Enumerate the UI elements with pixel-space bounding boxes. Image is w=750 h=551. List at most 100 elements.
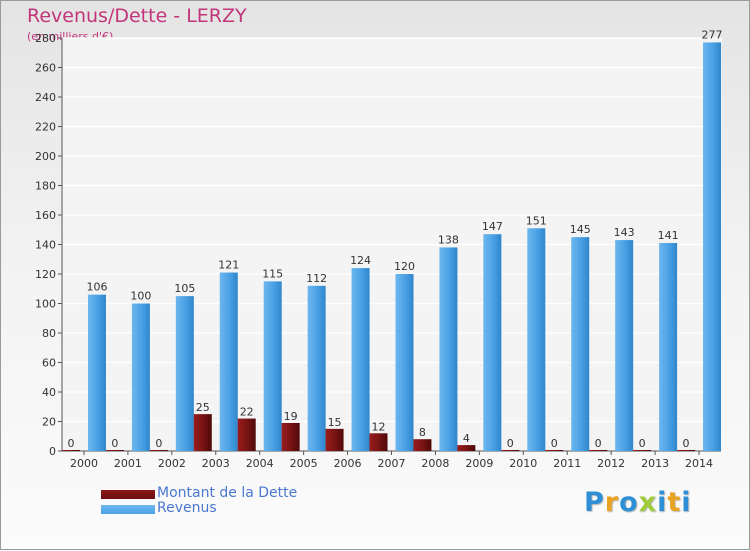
x-tick-label: 2009 [465,457,493,470]
x-tick-label: 2001 [114,457,142,470]
bar-revenus [351,268,370,451]
y-tick-label: 80 [42,327,56,340]
legend-label-revenus: Revenus [157,500,217,516]
data-label-revenus: 120 [394,260,415,273]
x-tick-label: 2012 [597,457,625,470]
bar-revenus [395,274,414,451]
y-tick-label: 100 [35,298,56,311]
bar-dette [369,433,388,451]
data-label-revenus: 141 [658,229,679,242]
bar-dette [281,422,300,451]
data-label-revenus: 100 [130,290,151,303]
bar-dette [413,439,432,451]
data-label-dette: 22 [240,406,254,419]
x-tick-label: 2005 [290,457,318,470]
data-label-revenus: 145 [570,223,591,236]
bar-dette [105,450,124,451]
bar-revenus [219,272,238,451]
bar-revenus [307,285,326,451]
logo-letter: i [657,487,668,518]
data-label-dette: 19 [284,410,298,423]
x-tick-label: 2004 [246,457,274,470]
bar-dette [193,414,212,451]
data-label-revenus: 112 [306,272,327,285]
data-label-dette: 0 [683,437,690,450]
bar-dette [545,450,564,451]
logo-letter: i [681,487,692,518]
y-tick-label: 240 [35,91,56,104]
data-label-revenus: 147 [482,220,503,233]
y-tick-label: 20 [42,416,56,429]
data-label-revenus: 138 [438,233,459,246]
logo-letter: P [584,487,605,518]
proxiti-logo: Proxiti [584,487,692,518]
bar-dette [633,450,652,451]
data-label-dette: 12 [372,420,386,433]
bar-revenus [263,281,282,451]
data-label-dette: 0 [155,437,162,450]
data-label-dette: 0 [111,437,118,450]
bar-dette [457,445,476,451]
bar-revenus [175,296,194,451]
bar-dette [589,450,608,451]
data-label-revenus: 124 [350,254,371,267]
logo-letter: r [604,487,620,518]
y-tick-label: 260 [35,62,56,75]
bar-revenus [439,247,458,451]
data-label-revenus: 151 [526,214,547,227]
x-tick-label: 2006 [334,457,362,470]
y-tick-label: 180 [35,180,56,193]
x-tick-label: 2014 [685,457,713,470]
data-label-revenus: 277 [702,28,723,41]
bar-dette [501,450,520,451]
bar-dette [149,450,168,451]
y-tick-label: 280 [35,32,56,45]
legend-swatch-revenus [101,505,155,514]
y-tick-label: 120 [35,268,56,281]
y-tick-label: 40 [42,386,56,399]
legend-swatch-dette [101,490,155,499]
data-label-dette: 0 [639,437,646,450]
bar-revenus [87,294,106,451]
y-tick-label: 60 [42,357,56,370]
bar-revenus [615,240,634,451]
bar-dette [61,450,80,451]
bar-revenus [483,234,502,451]
data-label-dette: 0 [507,437,514,450]
bar-revenus [703,42,722,452]
bar-revenus [571,237,590,451]
y-tick-label: 160 [35,209,56,222]
data-label-revenus: 115 [262,267,283,280]
x-tick-label: 2011 [553,457,581,470]
data-label-revenus: 105 [174,282,195,295]
bar-dette [325,428,344,451]
data-label-dette: 0 [551,437,558,450]
x-tick-label: 2000 [70,457,98,470]
x-tick-label: 2002 [158,457,186,470]
x-tick-label: 2007 [378,457,406,470]
data-label-dette: 4 [463,432,470,445]
logo-letter: t [667,487,682,518]
bar-revenus [527,228,546,451]
data-label-dette: 0 [595,437,602,450]
y-tick-label: 220 [35,121,56,134]
x-tick-label: 2013 [641,457,669,470]
data-label-dette: 8 [419,426,426,439]
logo-letter: x [638,487,658,518]
y-tick-label: 0 [49,445,56,458]
bar-dette [677,450,696,451]
x-tick-label: 2008 [421,457,449,470]
data-label-dette: 15 [328,416,342,429]
bar-dette [237,418,256,451]
logo-letter: o [619,487,639,518]
y-tick-label: 140 [35,239,56,252]
data-label-revenus: 143 [614,226,635,239]
data-label-dette: 25 [196,401,210,414]
data-label-revenus: 106 [86,281,107,294]
legend-label-dette: Montant de la Dette [157,485,298,501]
y-tick-label: 200 [35,150,56,163]
data-label-dette: 0 [67,437,74,450]
chart-title: Revenus/Dette - LERZY [27,5,247,27]
